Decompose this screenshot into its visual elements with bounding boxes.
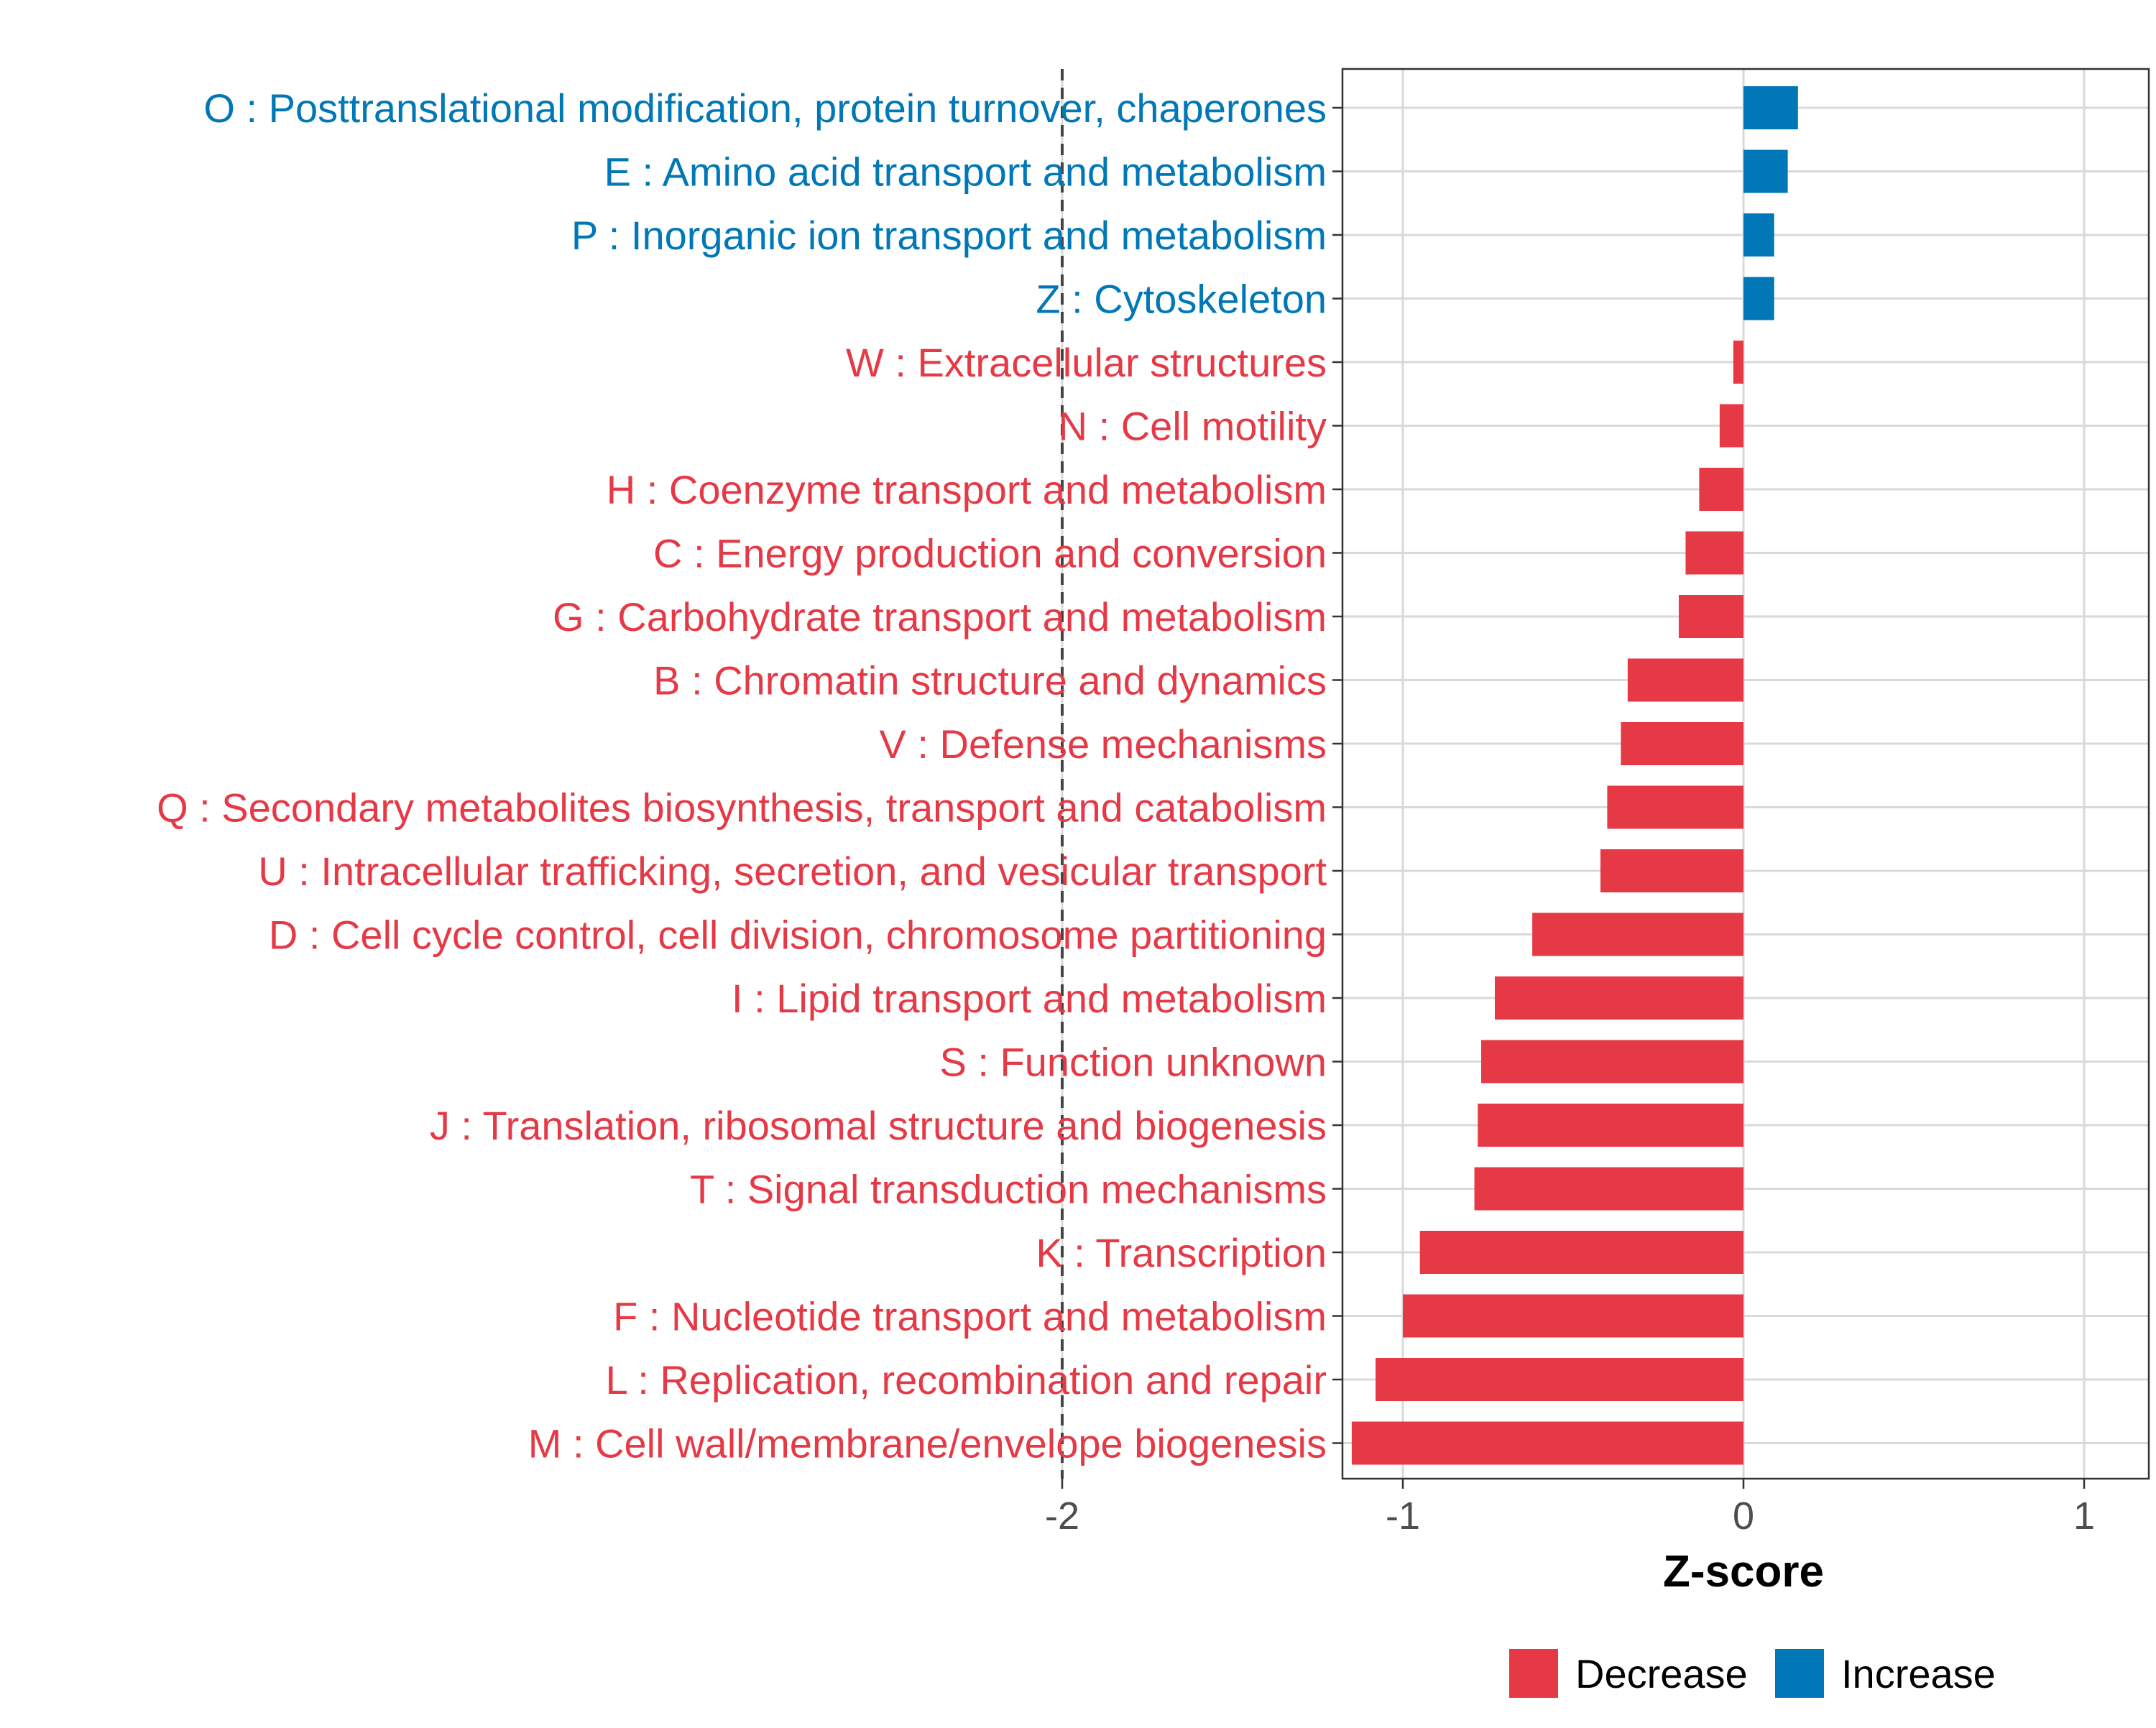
category-label-13: D : Cell cycle control, cell division, c… [269, 912, 1327, 958]
x-tick-label-3: 1 [2073, 1494, 2095, 1538]
bar-21 [1351, 1421, 1743, 1465]
category-label-6: H : Coenzyme transport and metabolism [607, 467, 1327, 512]
category-label-4: W : Extracellular structures [846, 340, 1327, 385]
bar-7 [1685, 531, 1743, 575]
category-label-5: N : Cell motility [1059, 404, 1327, 449]
category-labels: O : Posttranslational modification, prot… [157, 86, 1327, 1466]
category-label-11: Q : Secondary metabolites biosynthesis, … [157, 785, 1327, 831]
category-label-8: G : Carbohydrate transport and metabolis… [553, 594, 1327, 639]
bar-15 [1481, 1040, 1743, 1084]
bar-17 [1474, 1167, 1743, 1211]
x-tick-label-2: 0 [1733, 1494, 1754, 1538]
grid-layer [1061, 69, 2149, 1479]
legend-swatch-increase [1775, 1649, 1824, 1698]
bar-18 [1419, 1231, 1743, 1274]
x-tick-label-0: -2 [1045, 1494, 1079, 1538]
category-label-12: U : Intracellular trafficking, secretion… [258, 849, 1327, 894]
category-label-16: J : Translation, ribosomal structure and… [430, 1103, 1327, 1148]
bar-10 [1621, 722, 1743, 765]
category-label-3: Z : Cytoskeleton [1036, 277, 1327, 322]
bar-4 [1733, 341, 1743, 384]
bar-11 [1607, 785, 1743, 829]
bar-12 [1600, 849, 1743, 892]
category-label-7: C : Energy production and conversion [653, 531, 1327, 576]
legend-swatch-decrease [1509, 1649, 1558, 1698]
reference-lines [1061, 69, 1064, 1479]
bar-19 [1403, 1294, 1743, 1338]
bar-16 [1478, 1104, 1743, 1147]
bar-9 [1627, 658, 1743, 702]
y-axis-ticks [1332, 106, 1342, 1444]
legend-label-increase: Increase [1841, 1651, 1996, 1696]
plot-border [1341, 68, 2150, 1480]
bar-1 [1743, 149, 1788, 193]
category-label-10: V : Defense mechanisms [880, 721, 1327, 767]
bar-6 [1699, 468, 1743, 511]
bar-3 [1743, 277, 1774, 320]
category-label-1: E : Amino acid transport and metabolism [604, 149, 1327, 195]
category-label-20: L : Replication, recombination and repai… [606, 1357, 1327, 1403]
category-label-9: B : Chromatin structure and dynamics [653, 658, 1327, 703]
x-axis-ticks: -2-1012 [1045, 1479, 2095, 1538]
legend-label-decrease: Decrease [1575, 1651, 1748, 1696]
bar-8 [1678, 595, 1743, 638]
category-label-17: T : Signal transduction mechanisms [690, 1167, 1327, 1212]
category-label-14: I : Lipid transport and metabolism [732, 976, 1327, 1021]
bar-5 [1719, 404, 1743, 448]
bars [1351, 86, 1798, 1465]
bar-0 [1743, 86, 1798, 129]
category-label-19: F : Nucleotide transport and metabolism [613, 1294, 1327, 1339]
legend: Decrease Increase [1509, 1649, 1996, 1698]
category-label-18: K : Transcription [1036, 1230, 1327, 1275]
category-label-15: S : Function unknown [939, 1040, 1327, 1085]
bar-20 [1376, 1358, 1743, 1401]
category-label-2: P : Inorganic ion transport and metaboli… [571, 213, 1327, 258]
bar-2 [1743, 213, 1774, 257]
category-label-21: M : Cell wall/membrane/envelope biogenes… [528, 1421, 1327, 1466]
x-tick-label-1: -1 [1386, 1494, 1420, 1538]
x-axis-title: Z-score [1663, 1547, 1824, 1597]
bar-14 [1494, 976, 1743, 1020]
bar-13 [1532, 912, 1743, 956]
category-label-0: O : Posttranslational modification, prot… [203, 86, 1327, 131]
